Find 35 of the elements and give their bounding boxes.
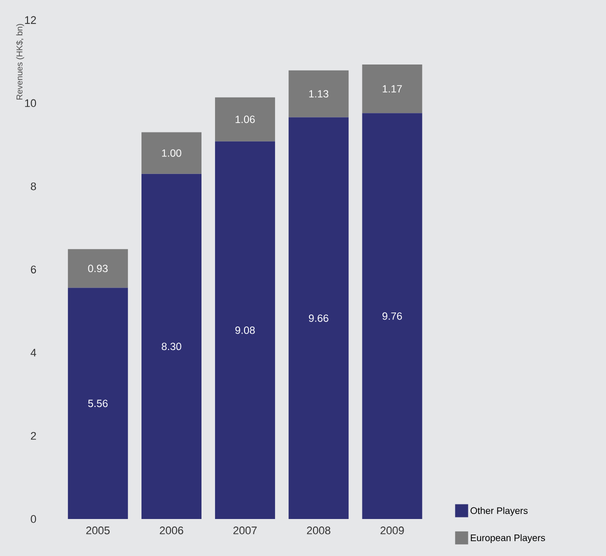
- y-tick-label: 2: [30, 432, 36, 440]
- data-label: 0.93: [88, 264, 108, 272]
- data-label: 8.30: [162, 342, 182, 350]
- bar: [215, 97, 276, 142]
- bar: [362, 64, 422, 114]
- x-tick-label: 2009: [380, 526, 404, 534]
- y-tick-label: 12: [25, 16, 36, 24]
- bar: [141, 132, 202, 174]
- y-tick-label: 6: [30, 266, 36, 274]
- bar: [68, 288, 128, 519]
- data-label: 9.66: [308, 314, 328, 322]
- data-label: 1.13: [309, 90, 328, 98]
- bar: [288, 70, 349, 118]
- legend-label: Other Players: [470, 507, 528, 516]
- y-tick-label: 8: [30, 182, 36, 190]
- y-tick-label: 4: [30, 348, 36, 356]
- data-label: 9.76: [382, 312, 402, 320]
- bar: [362, 113, 422, 519]
- x-tick-label: 2007: [233, 526, 257, 534]
- x-tick-label: 2005: [86, 526, 110, 534]
- bar: [215, 141, 276, 519]
- bar: [288, 117, 349, 519]
- y-tick-label: 10: [25, 99, 36, 108]
- y-axis-title: Revenues (HK$, bn): [16, 24, 24, 100]
- x-tick-label: 2006: [160, 526, 184, 534]
- bar: [141, 174, 202, 519]
- bar: [68, 249, 128, 288]
- data-label: 1.17: [382, 85, 402, 92]
- data-label: 1.00: [162, 149, 182, 157]
- legend-label: European Players: [470, 534, 545, 544]
- x-tick-label: 2008: [306, 526, 330, 534]
- y-tick-label: 0: [30, 515, 36, 523]
- data-label: 1.06: [236, 116, 255, 124]
- data-label: 9.08: [235, 326, 255, 334]
- data-label: 5.56: [88, 400, 108, 408]
